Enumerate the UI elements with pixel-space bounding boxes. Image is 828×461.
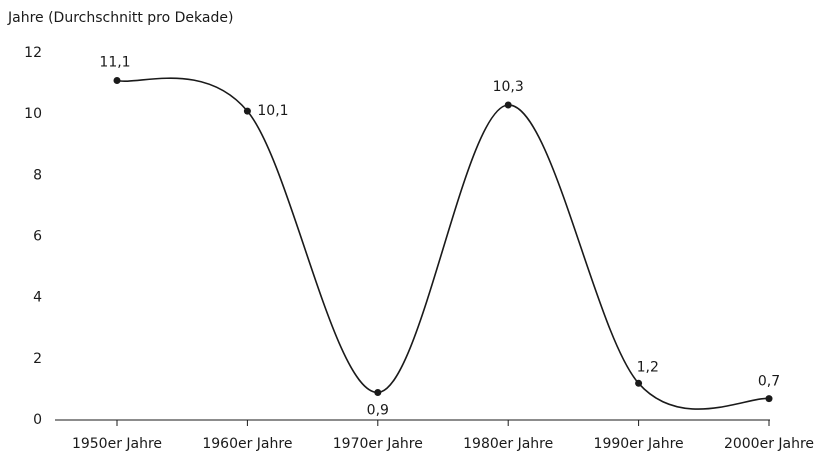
x-tick-label: 1970er Jahre bbox=[333, 436, 423, 452]
line bbox=[116, 77, 770, 410]
x-tick-label: 1950er Jahre bbox=[72, 436, 162, 452]
data-label: 10,1 bbox=[257, 103, 288, 119]
x-tick-label: 1990er Jahre bbox=[594, 436, 684, 452]
x-tick-label: 2000er Jahre bbox=[724, 436, 814, 452]
point bbox=[374, 388, 382, 396]
y-tick-label: 12 bbox=[24, 45, 42, 61]
data-label: 0,9 bbox=[367, 402, 389, 418]
data-label: 10,3 bbox=[493, 79, 524, 95]
y-tick-label: 2 bbox=[33, 351, 42, 367]
y-tick-label: 8 bbox=[33, 167, 42, 183]
data-label: 0,7 bbox=[758, 374, 780, 390]
data-label: 11,1 bbox=[99, 55, 130, 71]
point bbox=[765, 395, 773, 403]
x-tick-label: 1960er Jahre bbox=[202, 436, 292, 452]
point bbox=[243, 107, 251, 115]
y-tick-label: 10 bbox=[24, 106, 42, 122]
point bbox=[635, 379, 643, 387]
y-tick-label: 0 bbox=[33, 412, 42, 428]
y-tick-label: 4 bbox=[33, 290, 42, 306]
x-tick-label: 1980er Jahre bbox=[463, 436, 553, 452]
point bbox=[113, 77, 121, 85]
y-tick-label: 6 bbox=[33, 229, 42, 245]
data-label: 1,2 bbox=[637, 359, 659, 375]
point bbox=[504, 101, 512, 109]
y-axis-label: Jahre (Durchschnitt pro Dekade) bbox=[7, 10, 233, 26]
